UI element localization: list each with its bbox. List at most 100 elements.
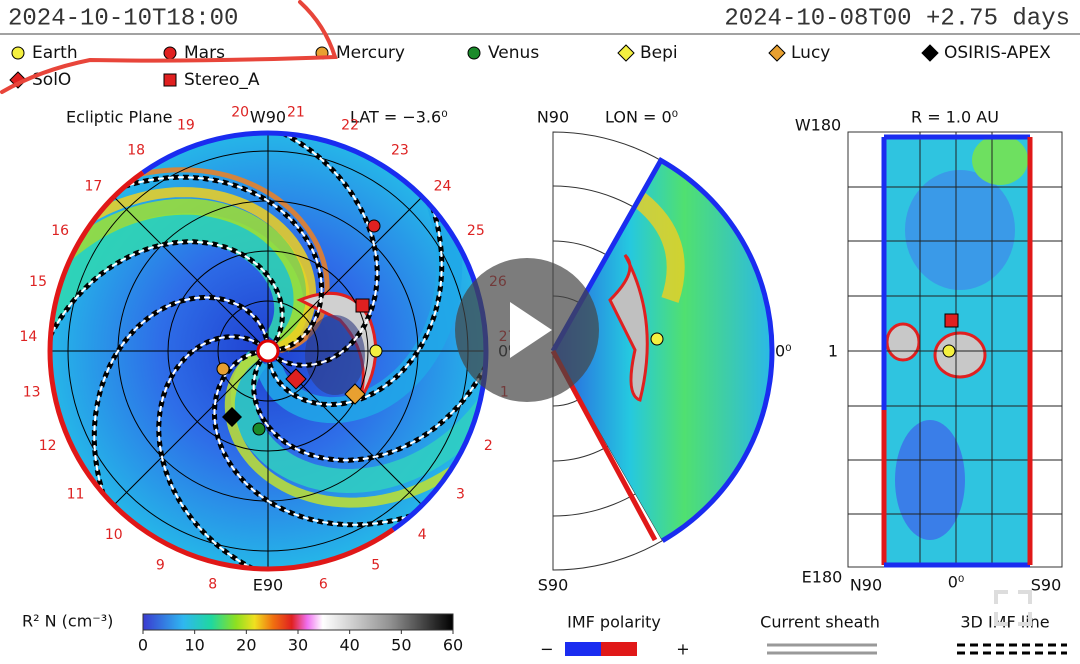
legend-marker <box>163 46 177 60</box>
fullscreen-corner[interactable] <box>1018 612 1032 626</box>
sun <box>256 339 280 363</box>
cme-core <box>933 331 987 379</box>
latitude: LAT = −3.6⁰ <box>350 108 448 127</box>
imf-spirals <box>50 133 486 569</box>
play-icon[interactable] <box>510 302 552 358</box>
legend-label: Mars <box>184 43 225 63</box>
imf-line <box>252 343 486 462</box>
run-info: 2024-10-08T00 +2.75 days <box>724 5 1070 32</box>
ring-label: 11 <box>67 486 85 502</box>
colorbar-tick-label: 20 <box>236 636 256 655</box>
radius: R = 1.0 AU <box>911 108 999 127</box>
ring-label: 6 <box>319 577 328 593</box>
ecliptic-title: Ecliptic Plane <box>66 108 172 127</box>
radial-bottom-label: E180 <box>802 568 843 587</box>
ring-label: 9 <box>156 557 165 573</box>
venus-marker <box>252 422 266 436</box>
radial-x-label: S90 <box>1031 576 1062 595</box>
fullscreen-button[interactable] <box>994 590 1032 626</box>
colorbar-tick-label: 60 <box>443 636 463 655</box>
ring-label: 23 <box>391 142 409 158</box>
meridional-panel: N90 LON = 0⁰ 0⁰ S90 <box>537 108 792 595</box>
imf-line <box>259 133 380 368</box>
play-button[interactable] <box>455 258 599 402</box>
earth-marker <box>650 332 664 346</box>
ecliptic-border-blue <box>141 130 489 532</box>
legend: Earth Mars Mercury Venus Bepi Lucy OSIRIS-APEX… <box>9 43 1051 90</box>
density-band <box>255 195 463 424</box>
fullscreen-corner[interactable] <box>1018 590 1032 604</box>
radial-top-label: W180 <box>795 116 841 135</box>
colorbar <box>142 613 454 631</box>
colorbar-ticks: 0 10 20 30 40 50 60 <box>138 630 463 655</box>
imf-negative <box>565 642 601 656</box>
fullscreen-corner[interactable] <box>994 612 1008 626</box>
ring-label: 10 <box>105 527 123 543</box>
imf-line <box>50 239 285 360</box>
density-patch <box>972 135 1028 185</box>
imf-line <box>267 183 445 407</box>
ring-label: 14 <box>19 329 37 345</box>
legend-marker <box>11 46 25 60</box>
earth-marker <box>369 344 383 358</box>
sheath-label: Current sheath <box>760 613 880 632</box>
meridional-top-label: N90 <box>537 108 569 127</box>
density-bands <box>50 167 486 508</box>
ring-label: 17 <box>85 178 103 194</box>
colorbar-tick-label: 50 <box>391 636 411 655</box>
imf-positive <box>601 642 637 656</box>
legend-marker <box>768 44 786 62</box>
colorbar-tick-label: 40 <box>339 636 359 655</box>
fullscreen-corner[interactable] <box>994 590 1008 604</box>
legend-label: Bepi <box>640 43 678 63</box>
annotation-scribble <box>0 0 338 94</box>
radial-panel: W180 R = 1.0 AU 1 E180 N90 0⁰ S90 <box>795 108 1063 595</box>
legend-marker <box>617 44 635 62</box>
legend-label: Mercury <box>336 43 405 63</box>
mercury-marker <box>216 362 230 376</box>
cme-front <box>608 253 649 402</box>
imf-line <box>91 295 269 519</box>
ring-label: 25 <box>467 223 485 239</box>
imf-line <box>157 335 276 569</box>
ring-label: 2 <box>484 438 493 454</box>
colorbar-label: R² N (cm⁻³) <box>22 612 113 631</box>
ring-label: 20 <box>231 105 249 121</box>
density-patch <box>905 170 1015 290</box>
legend-label: Stereo_A <box>184 70 260 90</box>
ecliptic-bottom-label: E90 <box>253 576 283 595</box>
cme-core <box>885 322 921 362</box>
meridional-right-label: 0⁰ <box>775 342 792 361</box>
density-band <box>224 351 472 508</box>
imf-line <box>93 296 268 518</box>
mars-marker <box>367 219 381 233</box>
timestamp: 2024-10-10T18:00 <box>8 5 238 32</box>
plot-markers <box>216 219 959 436</box>
density-band <box>634 192 685 303</box>
imf-line <box>156 334 277 569</box>
legend-marker <box>467 46 481 60</box>
imf-line <box>212 350 436 528</box>
legend-marker <box>921 44 939 62</box>
ring-label: 22 <box>341 117 359 133</box>
ring-label: 21 <box>287 105 305 121</box>
radial-x-label: N90 <box>850 576 882 595</box>
stereo-a-marker <box>355 298 370 313</box>
imf-line <box>251 342 486 463</box>
legend-marker <box>163 73 177 87</box>
imf-line <box>50 240 284 359</box>
imf-line <box>268 184 443 406</box>
ring-label: 16 <box>51 223 69 239</box>
colorbar-tick-label: 30 <box>288 636 308 655</box>
legend-label: Venus <box>488 43 539 63</box>
legend-label: Earth <box>32 43 78 63</box>
ring-label: 3 <box>456 486 465 502</box>
ecliptic-panel: Ecliptic Plane W90 LAT = −3.6⁰ E90 0⁰ 12… <box>19 105 516 595</box>
stereo-a-marker <box>944 313 959 328</box>
ring-label: 24 <box>434 178 452 194</box>
density-patch <box>895 420 965 540</box>
ring-label: 15 <box>29 274 47 290</box>
density-band <box>52 198 310 352</box>
imf-line <box>260 133 379 367</box>
